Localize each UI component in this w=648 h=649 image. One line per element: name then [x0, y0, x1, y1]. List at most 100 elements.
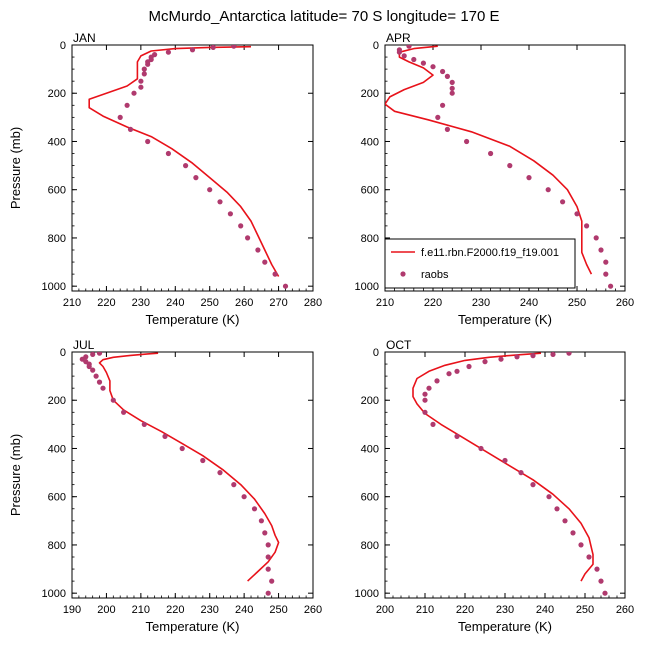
- raobs-point: [530, 482, 536, 488]
- y-tick-label: 400: [361, 136, 379, 148]
- data-layer: [79, 352, 280, 596]
- raobs-point: [210, 45, 216, 50]
- x-tick-label: 220: [456, 604, 474, 616]
- raobs-point: [570, 530, 576, 536]
- raobs-point: [265, 566, 271, 572]
- x-tick-label: 210: [132, 604, 150, 616]
- raobs-point: [586, 554, 592, 560]
- raobs-point: [90, 367, 96, 373]
- raobs-point: [258, 518, 264, 524]
- raobs-point: [464, 138, 470, 145]
- raobs-point: [401, 53, 407, 59]
- raobs-point: [231, 45, 237, 49]
- y-tick-label: 200: [361, 88, 379, 100]
- raobs-point: [241, 494, 247, 500]
- panel-month-label: APR: [386, 31, 411, 45]
- raobs-point: [566, 352, 572, 356]
- x-tick-label: 210: [376, 297, 394, 309]
- raobs-point: [482, 359, 488, 365]
- x-tick-label: 250: [576, 604, 594, 616]
- panel-month-label: OCT: [386, 338, 412, 352]
- raobs-point: [478, 445, 484, 452]
- raobs-point: [449, 79, 455, 85]
- model-profile-line: [385, 45, 593, 275]
- x-tick-label: 240: [520, 297, 538, 309]
- y-tick-label: 800: [361, 540, 379, 552]
- raobs-point: [245, 235, 251, 241]
- y-tick-label: 600: [361, 492, 379, 504]
- raobs-point: [560, 199, 566, 205]
- raobs-point: [440, 68, 446, 75]
- data-layer: [412, 352, 608, 596]
- raobs-point: [255, 247, 261, 253]
- raobs-point: [269, 578, 275, 584]
- raobs-point: [145, 138, 151, 145]
- raobs-point: [518, 470, 524, 476]
- y-tick-label: 200: [48, 88, 66, 100]
- raobs-point: [121, 409, 127, 415]
- raobs-point: [193, 175, 199, 181]
- plot-frame: [384, 44, 626, 292]
- plot-frame: [71, 44, 314, 292]
- panel-jul: 190 200 210 220 230 240 250 260 0 200 400 600 800 100…: [8, 338, 322, 634]
- raobs-point: [189, 47, 196, 53]
- raobs-point: [514, 354, 520, 360]
- y-tick-label: 1000: [355, 588, 379, 600]
- x-tick-label: 260: [235, 297, 253, 309]
- raobs-point: [466, 363, 472, 370]
- x-tick-label: 190: [63, 604, 81, 616]
- raobs-point: [131, 90, 137, 96]
- raobs-point: [608, 283, 614, 289]
- y-tick-label: 1000: [42, 588, 66, 600]
- x-tick-label: 250: [568, 297, 586, 309]
- y-tick-label: 0: [60, 347, 66, 359]
- x-tick-label: 280: [304, 297, 322, 309]
- raobs-point: [498, 356, 504, 362]
- raobs-point: [162, 433, 168, 439]
- x-axis-label: Temperature (K): [146, 619, 240, 634]
- raobs-point: [594, 566, 600, 572]
- raobs-point: [207, 187, 213, 193]
- raobs-point: [422, 397, 428, 403]
- raobs-point: [454, 433, 460, 439]
- y-tick-label: 0: [373, 40, 379, 52]
- raobs-point: [449, 85, 455, 91]
- x-tick-label: 250: [201, 297, 219, 309]
- raobs-point: [110, 397, 116, 403]
- panel-month-label: JAN: [73, 31, 96, 45]
- raobs-point: [593, 235, 599, 241]
- y-tick-label: 400: [361, 443, 379, 455]
- panel-oct: 200 210 220 230 240 250 260 0 200 400 600 800 1000 OC…: [355, 338, 635, 634]
- raobs-point: [602, 590, 608, 596]
- x-tick-label: 240: [166, 297, 184, 309]
- x-tick-label: 220: [97, 297, 115, 309]
- raobs-point: [411, 56, 417, 63]
- raobs-point: [231, 482, 237, 488]
- y-tick-label: 600: [48, 185, 66, 197]
- plot-frame: [384, 351, 626, 599]
- raobs-point: [444, 126, 450, 132]
- raobs-point: [282, 283, 289, 289]
- x-tick-label: 260: [616, 604, 634, 616]
- raobs-point: [96, 352, 103, 356]
- raobs-point: [138, 84, 144, 90]
- x-axis-label: Temperature (K): [458, 312, 552, 327]
- raobs-point: [262, 259, 268, 265]
- raobs-point: [554, 506, 560, 512]
- raobs-point: [435, 114, 441, 120]
- raobs-point: [603, 259, 609, 265]
- raobs-point: [96, 379, 103, 385]
- raobs-point: [545, 187, 551, 193]
- raobs-point: [141, 66, 147, 72]
- raobs-point: [422, 391, 428, 397]
- raobs-point: [406, 45, 412, 49]
- x-axis-label: Temperature (K): [146, 312, 240, 327]
- raobs-point: [138, 78, 144, 84]
- data-layer: [385, 45, 614, 289]
- x-tick-label: 230: [201, 604, 219, 616]
- raobs-point: [124, 102, 130, 108]
- x-tick-label: 200: [376, 604, 394, 616]
- model-profile-line: [98, 352, 280, 582]
- raobs-point: [262, 530, 268, 536]
- x-tick-label: 240: [536, 604, 554, 616]
